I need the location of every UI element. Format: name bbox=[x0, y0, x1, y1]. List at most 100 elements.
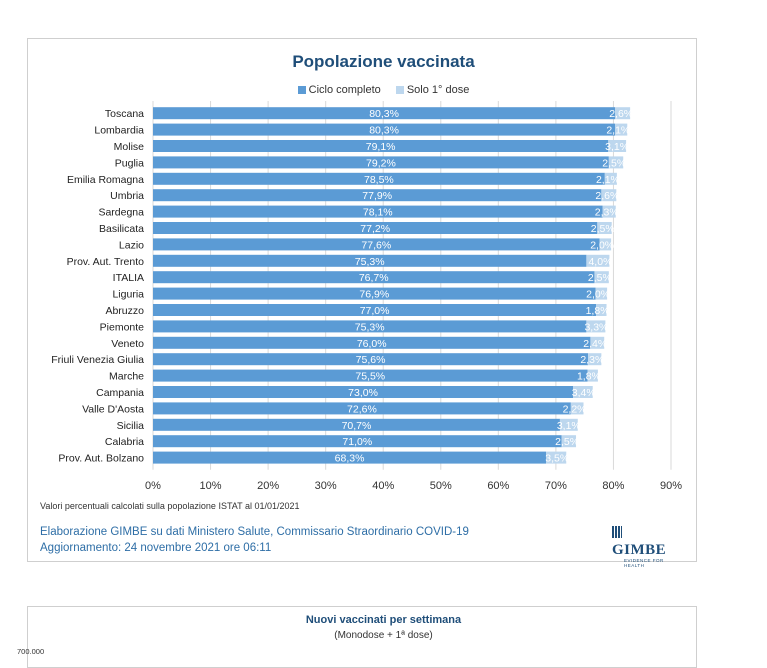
bar-ciclo-completo bbox=[153, 140, 609, 152]
bar-prima-dose bbox=[586, 254, 610, 267]
bar-ciclo-completo bbox=[153, 435, 562, 448]
legend-item-first-dose: Solo 1° dose bbox=[395, 84, 470, 96]
bar-ciclo-completo bbox=[153, 172, 605, 185]
chart2-title: Nuovi vaccinati per settimana bbox=[305, 614, 462, 626]
x-tick-label: 0% bbox=[145, 480, 161, 492]
bar-prima-dose bbox=[597, 222, 612, 234]
data-label-prima-dose: 2,5% bbox=[602, 157, 626, 169]
category-label: Abruzzo bbox=[105, 305, 144, 317]
category-label: Sardegna bbox=[98, 207, 144, 219]
gimbe-logo: GIMBE EVIDENCE FOR HEALTH bbox=[612, 525, 674, 568]
category-label: Calabria bbox=[105, 436, 144, 448]
credit-line: Elaborazione GIMBE su dati Ministero Sal… bbox=[40, 526, 469, 538]
category-label: Marche bbox=[109, 371, 144, 383]
category-label: Veneto bbox=[111, 338, 144, 350]
category-label: Prov. Aut. Bolzano bbox=[58, 453, 144, 465]
category-label: Piemonte bbox=[100, 321, 145, 333]
logo-mark-icon bbox=[612, 526, 622, 538]
bar-prima-dose bbox=[615, 107, 631, 120]
bar-ciclo-completo bbox=[153, 123, 616, 136]
category-label: Molise bbox=[114, 141, 145, 153]
data-label-ciclo-completo: 78,5% bbox=[364, 174, 394, 186]
data-label-ciclo-completo: 79,1% bbox=[366, 141, 396, 153]
data-label-ciclo-completo: 79,2% bbox=[366, 157, 396, 169]
bar-ciclo-completo bbox=[153, 353, 589, 366]
bar-prima-dose bbox=[608, 140, 627, 152]
bar-ciclo-completo bbox=[153, 402, 571, 415]
data-label-prima-dose: 2,6% bbox=[609, 108, 633, 120]
category-label: Liguria bbox=[112, 289, 144, 301]
category-label: Friuli Venezia Giulia bbox=[51, 354, 144, 366]
category-label: Emilia Romagna bbox=[67, 174, 144, 186]
data-label-prima-dose: 2,5% bbox=[591, 223, 615, 235]
bar-ciclo-completo bbox=[153, 222, 598, 234]
update-line: Aggiornamento: 24 novembre 2021 ore 06:1… bbox=[40, 542, 272, 554]
bar-ciclo-completo bbox=[153, 320, 587, 333]
bar-prima-dose bbox=[599, 238, 612, 251]
x-tick-label: 20% bbox=[257, 480, 279, 492]
bar-prima-dose bbox=[587, 369, 598, 382]
data-label-prima-dose: 3,1% bbox=[557, 420, 581, 432]
data-label-ciclo-completo: 77,9% bbox=[362, 190, 392, 202]
category-label: Sicilia bbox=[117, 420, 145, 432]
data-label-ciclo-completo: 70,7% bbox=[342, 420, 372, 432]
legend-label-full: Ciclo completo bbox=[308, 84, 381, 96]
category-label: Puglia bbox=[115, 157, 144, 169]
bar-prima-dose bbox=[596, 304, 607, 316]
logo-text: GIMBE bbox=[612, 542, 667, 558]
data-label-ciclo-completo: 76,7% bbox=[359, 272, 389, 284]
bar-prima-dose bbox=[561, 435, 577, 448]
data-label-prima-dose: 2,6% bbox=[595, 190, 619, 202]
bar-prima-dose bbox=[573, 386, 593, 398]
x-tick-label: 30% bbox=[315, 480, 337, 492]
bar-chart: 0% 10% 20% 30% 40% 50% 60% 70% 80% 90% Toscana 80,3… bbox=[51, 101, 682, 492]
data-label-prima-dose: 2,3% bbox=[595, 207, 619, 219]
data-label-prima-dose: 3,4% bbox=[572, 387, 596, 399]
data-label-ciclo-completo: 76,0% bbox=[357, 338, 387, 350]
bar-prima-dose bbox=[601, 189, 617, 202]
bar-prima-dose bbox=[546, 451, 567, 464]
data-label-prima-dose: 2,4% bbox=[583, 338, 607, 350]
data-label-ciclo-completo: 78,1% bbox=[363, 207, 393, 219]
bar-ciclo-completo bbox=[153, 304, 597, 316]
bar-ciclo-completo bbox=[153, 451, 547, 464]
bar-ciclo-completo bbox=[153, 369, 588, 382]
data-label-ciclo-completo: 76,9% bbox=[359, 289, 389, 301]
bar-ciclo-completo bbox=[153, 287, 596, 300]
data-label-prima-dose: 2,1% bbox=[596, 174, 620, 186]
data-label-prima-dose: 3,5% bbox=[545, 453, 569, 465]
data-label-prima-dose: 2,3% bbox=[580, 354, 604, 366]
category-label: ITALIA bbox=[113, 272, 144, 284]
logo-subtitle: EVIDENCE FOR HEALTH bbox=[624, 558, 664, 568]
data-label-ciclo-completo: 75,6% bbox=[356, 354, 386, 366]
bar-ciclo-completo bbox=[153, 254, 587, 267]
footnote: Valori percentuali calcolati sulla popol… bbox=[40, 501, 300, 511]
category-label: Basilicata bbox=[99, 223, 144, 235]
x-tick-label: 60% bbox=[487, 480, 509, 492]
category-label: Lazio bbox=[119, 239, 144, 251]
bar-prima-dose bbox=[595, 287, 608, 300]
data-label-prima-dose: 2,5% bbox=[588, 272, 612, 284]
data-label-ciclo-completo: 77,2% bbox=[360, 223, 390, 235]
bar-ciclo-completo bbox=[153, 189, 602, 202]
category-label: Toscana bbox=[105, 108, 144, 120]
chart2-ytick: 700.000 bbox=[17, 647, 45, 656]
data-label-ciclo-completo: 75,3% bbox=[355, 321, 385, 333]
chart-legend: Ciclo completo Solo 1° dose bbox=[0, 84, 767, 96]
bar-ciclo-completo bbox=[153, 418, 560, 431]
data-label-ciclo-completo: 77,0% bbox=[360, 305, 390, 317]
data-label-prima-dose: 2,0% bbox=[590, 239, 614, 251]
data-label-prima-dose: 2,2% bbox=[563, 403, 587, 415]
x-tick-label: 90% bbox=[660, 480, 682, 492]
data-label-ciclo-completo: 80,3% bbox=[369, 108, 399, 120]
data-label-ciclo-completo: 68,3% bbox=[335, 453, 365, 465]
x-tick-label: 40% bbox=[372, 480, 394, 492]
bar-ciclo-completo bbox=[153, 156, 609, 169]
chart2-subtitle: (Monodose + 1ª dose) bbox=[334, 630, 433, 641]
bar-prima-dose bbox=[559, 418, 578, 431]
bar-prima-dose bbox=[590, 336, 605, 349]
category-label: Lombardia bbox=[94, 125, 144, 137]
legend-label-first-dose: Solo 1° dose bbox=[406, 84, 470, 96]
bar-prima-dose bbox=[604, 172, 617, 185]
bar-ciclo-completo bbox=[153, 271, 595, 284]
